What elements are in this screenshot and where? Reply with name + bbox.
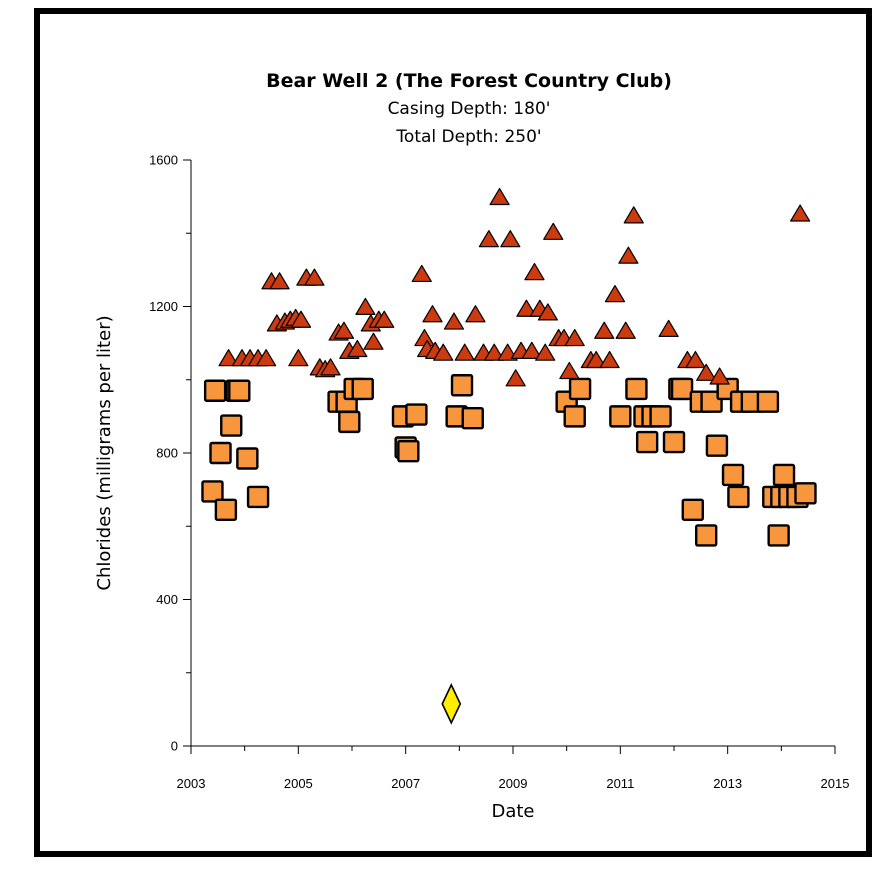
square-point: [209, 441, 232, 465]
triangle-point: [363, 332, 384, 350]
square-point: [727, 485, 750, 509]
triangle-point: [696, 363, 717, 381]
square-point: [228, 379, 251, 402]
triangle-point: [484, 343, 505, 361]
triangle-point: [443, 312, 465, 330]
triangle-point: [433, 343, 454, 361]
triangle-point: [414, 328, 435, 347]
triangle-point: [790, 204, 811, 222]
triangle-point: [411, 264, 432, 283]
triangle-point: [586, 350, 607, 369]
x-tick-label: 2003: [177, 776, 206, 791]
square-point: [767, 524, 790, 547]
square-point: [351, 377, 374, 401]
triangle-point: [422, 305, 443, 323]
square-point: [236, 447, 259, 470]
diamond-point: [441, 683, 462, 725]
triangle-point: [505, 369, 526, 387]
triangle-point: [454, 343, 475, 361]
square-point: [405, 403, 428, 426]
triangle-point: [685, 350, 706, 369]
y-tick-label: 0: [171, 739, 178, 754]
triangle-point: [290, 310, 312, 328]
triangle-point: [594, 321, 615, 339]
square-point: [662, 430, 686, 454]
y-tick-label: 400: [156, 592, 178, 607]
triangle-point: [615, 321, 636, 339]
square-point: [705, 434, 729, 457]
square-point: [220, 414, 243, 437]
triangle-point: [537, 303, 558, 321]
triangle-point: [489, 187, 510, 206]
triangle-point: [599, 350, 620, 369]
triangle-point: [516, 299, 537, 317]
triangle-point: [288, 349, 309, 367]
triangle-point: [658, 319, 679, 337]
square-point: [397, 439, 420, 463]
y-axis-label: Chlorides (milligrams per liter): [94, 315, 115, 590]
triangle-point: [500, 230, 521, 248]
triangle-point: [218, 349, 239, 367]
square-point: [461, 407, 484, 430]
y-tick-label: 800: [156, 446, 178, 461]
triangle-point: [543, 222, 564, 240]
triangle-point: [564, 328, 585, 347]
y-tick-label: 1600: [149, 153, 178, 168]
triangle-point: [374, 310, 395, 328]
triangle-point: [521, 341, 542, 359]
triangle-point: [524, 263, 545, 281]
triangle-point: [559, 361, 580, 380]
square-point: [649, 405, 672, 428]
triangle-point: [304, 268, 325, 286]
x-tick-label: 2005: [284, 776, 313, 791]
triangle-point: [355, 297, 376, 316]
triangle-point: [709, 367, 730, 385]
x-tick-label: 2009: [499, 776, 528, 791]
triangle-point: [269, 272, 290, 290]
square-point: [203, 379, 227, 402]
x-tick-label: 2013: [713, 776, 742, 791]
square-point: [609, 405, 632, 428]
chart-title: Bear Well 2 (The Forest Country Club): [266, 70, 672, 92]
square-point: [721, 463, 745, 487]
square-point: [568, 377, 592, 401]
x-axis-label: Date: [491, 801, 534, 822]
square-point: [695, 524, 718, 547]
data-marks: [201, 187, 817, 725]
x-tick-label: 2011: [606, 776, 634, 791]
triangle-point: [465, 305, 486, 323]
triangle-point: [256, 349, 277, 367]
square-point: [756, 390, 780, 413]
square-point: [670, 377, 694, 401]
triangle-point: [320, 358, 341, 376]
triangle-point: [623, 206, 644, 224]
square-point: [772, 463, 796, 487]
chart-subtitle-total: Total Depth: 250': [395, 127, 541, 147]
square-point: [450, 374, 474, 397]
axes: 0 400 800 1200 1600 2003 2005 2007 2009 2011 2013 2…: [149, 153, 849, 792]
x-tick-label: 2007: [391, 776, 420, 791]
square-point: [635, 430, 659, 454]
triangle-point: [535, 343, 556, 361]
square-point: [563, 405, 586, 428]
square-point: [201, 480, 224, 503]
triangle-point: [604, 284, 626, 303]
triangle-point: [333, 321, 355, 339]
square-point: [681, 498, 704, 521]
triangle-point: [478, 230, 499, 248]
square-point: [214, 498, 238, 521]
triangle-point: [618, 246, 639, 264]
triangle-point: [347, 339, 368, 358]
y-tick-label: 1200: [149, 299, 178, 314]
square-point: [246, 485, 270, 509]
square-point: [338, 410, 361, 434]
x-tick-label: 2015: [821, 776, 850, 791]
chart-subtitle-casing: Casing Depth: 180': [388, 99, 551, 119]
square-point: [625, 377, 648, 401]
square-point: [794, 482, 817, 505]
